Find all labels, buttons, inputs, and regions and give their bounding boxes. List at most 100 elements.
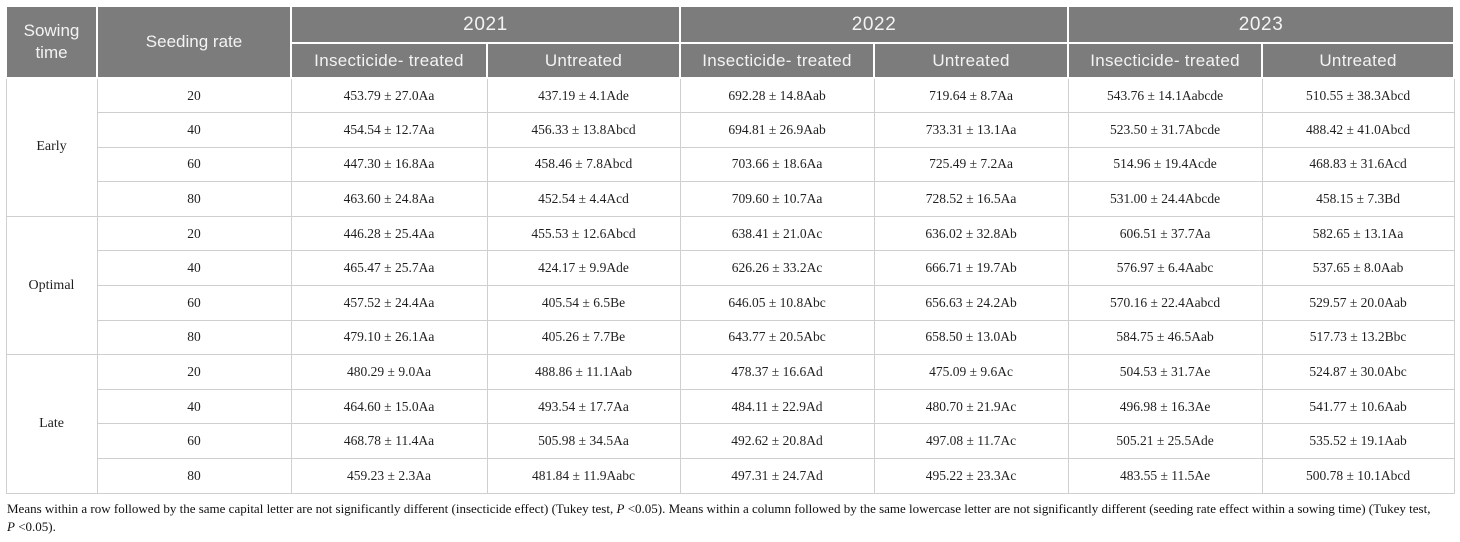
value-cell: 475.09 ± 9.6Ac <box>873 354 1069 390</box>
value-cell: 468.83 ± 31.6Acd <box>1261 146 1455 183</box>
header-year-2022: 2022 <box>679 5 1070 44</box>
seeding-rate-cell: 60 <box>96 285 292 321</box>
value-cell: 457.52 ± 24.4Aa <box>290 285 488 321</box>
value-cell: 666.71 ± 19.7Ab <box>873 250 1069 287</box>
value-cell: 484.11 ± 22.9Ad <box>679 388 875 425</box>
header-treated-2023: Insecticide- treated <box>1067 42 1264 79</box>
value-cell: 478.37 ± 16.6Ad <box>679 354 875 390</box>
header-treated-2022: Insecticide- treated <box>679 42 876 79</box>
seeding-rate-cell: 20 <box>96 77 292 114</box>
value-cell: 728.52 ± 16.5Aa <box>873 181 1069 217</box>
value-cell: 463.60 ± 24.8Aa <box>290 181 488 217</box>
seeding-rate-cell: 40 <box>96 112 292 148</box>
value-cell: 456.33 ± 13.8Abcd <box>486 112 681 148</box>
table-row: 80 459.23 ± 2.3Aa 481.84 ± 11.9Aabc 497.31 … <box>6 458 1455 494</box>
value-cell: 658.50 ± 13.0Ab <box>873 319 1069 356</box>
value-cell: 453.79 ± 27.0Aa <box>290 77 488 114</box>
value-cell: 524.87 ± 30.0Abc <box>1261 354 1455 390</box>
header-treated-2021: Insecticide- treated <box>290 42 488 79</box>
value-cell: 500.78 ± 10.1Abcd <box>1261 458 1455 494</box>
value-cell: 424.17 ± 9.9Ade <box>486 250 681 287</box>
value-cell: 576.97 ± 6.4Aabc <box>1067 250 1263 287</box>
value-cell: 459.23 ± 2.3Aa <box>290 458 488 494</box>
header-year-2021: 2021 <box>289 5 682 44</box>
value-cell: 492.62 ± 20.8Ad <box>679 423 875 460</box>
value-cell: 582.65 ± 13.1Aa <box>1261 215 1455 252</box>
value-cell: 531.00 ± 24.4Abcde <box>1067 181 1263 217</box>
table-footnote: Means within a row followed by the same … <box>7 500 1451 538</box>
value-cell: 496.98 ± 16.3Ae <box>1067 388 1263 425</box>
value-cell: 643.77 ± 20.5Abc <box>679 319 875 356</box>
value-cell: 458.15 ± 7.3Bd <box>1261 181 1455 217</box>
value-cell: 692.28 ± 14.8Aab <box>679 77 875 114</box>
value-cell: 510.55 ± 38.3Abcd <box>1261 77 1455 114</box>
table-row: 80 479.10 ± 26.1Aa 405.26 ± 7.7Be 643.77 ± … <box>6 319 1455 356</box>
value-cell: 483.55 ± 11.5Ae <box>1067 458 1263 494</box>
table-body: Early 20 453.79 ± 27.0Aa 437.19 ± 4.1Ade 692… <box>5 77 1455 494</box>
value-cell: 703.66 ± 18.6Aa <box>679 146 875 183</box>
value-cell: 465.47 ± 25.7Aa <box>290 250 488 287</box>
value-cell: 541.77 ± 10.6Aab <box>1261 388 1455 425</box>
seeding-rate-cell: 60 <box>96 423 292 460</box>
seeding-rate-cell: 20 <box>96 354 292 390</box>
value-cell: 505.21 ± 25.5Ade <box>1067 423 1263 460</box>
value-cell: 535.52 ± 19.1Aab <box>1261 423 1455 460</box>
table-row: Optimal 20 446.28 ± 25.4Aa 455.53 ± 12.6Abc… <box>5 215 1455 356</box>
value-cell: 626.26 ± 33.2Ac <box>679 250 875 287</box>
value-cell: 497.08 ± 11.7Ac <box>873 423 1069 460</box>
value-cell: 514.96 ± 19.4Acde <box>1067 146 1263 183</box>
value-cell: 719.64 ± 8.7Aa <box>873 77 1069 114</box>
value-cell: 405.54 ± 6.5Be <box>486 285 681 321</box>
value-cell: 447.30 ± 16.8Aa <box>290 146 488 183</box>
value-cell: 636.02 ± 32.8Ab <box>873 215 1069 252</box>
seeding-rate-cell: 40 <box>96 388 292 425</box>
footnote-text-1: Means within a row followed by the same … <box>7 500 617 516</box>
value-cell: 493.54 ± 17.7Aa <box>486 388 681 425</box>
sowing-time-group-label: Optimal <box>5 215 98 356</box>
value-cell: 495.22 ± 23.3Ac <box>873 458 1069 494</box>
table-row: 60 468.78 ± 11.4Aa 505.98 ± 34.5Aa 492.62 ±… <box>6 423 1455 460</box>
value-cell: 437.19 ± 4.1Ade <box>486 77 681 114</box>
seeding-rate-cell: 60 <box>96 146 292 183</box>
value-cell: 497.31 ± 24.7Ad <box>679 458 875 494</box>
table-row: 60 457.52 ± 24.4Aa 405.54 ± 6.5Be 646.05 ± … <box>6 285 1455 321</box>
value-cell: 537.65 ± 8.0Aab <box>1261 250 1455 287</box>
value-cell: 504.53 ± 31.7Ae <box>1067 354 1263 390</box>
header-seeding-rate: Seeding rate <box>96 5 292 79</box>
header-sowing-time: Sowing time <box>5 5 98 79</box>
header-untreated-2022: Untreated <box>873 42 1070 79</box>
table-row: 40 464.60 ± 15.0Aa 493.54 ± 17.7Aa 484.11 ±… <box>6 388 1455 425</box>
footnote-text-2: <0.05). Means within a column followed b… <box>624 500 1431 516</box>
value-cell: 488.86 ± 11.1Aab <box>486 354 681 390</box>
value-cell: 733.31 ± 13.1Aa <box>873 112 1069 148</box>
value-cell: 656.63 ± 24.2Ab <box>873 285 1069 321</box>
table-row: 40 465.47 ± 25.7Aa 424.17 ± 9.9Ade 626.26 ±… <box>6 250 1455 287</box>
header-untreated-2021: Untreated <box>485 42 682 79</box>
value-cell: 455.53 ± 12.6Abcd <box>486 215 681 252</box>
value-cell: 694.81 ± 26.9Aab <box>679 112 875 148</box>
value-cell: 446.28 ± 25.4Aa <box>290 215 488 252</box>
value-cell: 464.60 ± 15.0Aa <box>290 388 488 425</box>
seeding-rate-cell: 80 <box>96 319 292 356</box>
table-row: 80 463.60 ± 24.8Aa 452.54 ± 4.4Acd 709.60 ±… <box>6 181 1455 217</box>
table-header: Sowing time Seeding rate 2021 2022 2023 … <box>5 5 1456 79</box>
value-cell: 638.41 ± 21.0Ac <box>679 215 875 252</box>
footnote-p-symbol: P <box>7 519 15 535</box>
value-cell: 543.76 ± 14.1Aabcde <box>1067 77 1263 114</box>
sowing-time-group-label: Early <box>5 77 98 217</box>
seeding-rate-cell: 80 <box>96 181 292 217</box>
value-cell: 529.57 ± 20.0Aab <box>1261 285 1455 321</box>
value-cell: 709.60 ± 10.7Aa <box>679 181 875 217</box>
value-cell: 479.10 ± 26.1Aa <box>290 319 488 356</box>
seeding-rate-cell: 80 <box>96 458 292 494</box>
value-cell: 454.54 ± 12.7Aa <box>290 112 488 148</box>
table-row: 60 447.30 ± 16.8Aa 458.46 ± 7.8Abcd 703.66 … <box>6 146 1455 183</box>
seeding-rate-cell: 40 <box>96 250 292 287</box>
value-cell: 584.75 ± 46.5Aab <box>1067 319 1263 356</box>
value-cell: 523.50 ± 31.7Abcde <box>1067 112 1263 148</box>
value-cell: 646.05 ± 10.8Abc <box>679 285 875 321</box>
footnote-text-3: <0.05). <box>14 519 56 535</box>
table-row: 40 454.54 ± 12.7Aa 456.33 ± 13.8Abcd 694.81… <box>6 112 1455 148</box>
header-year-2023: 2023 <box>1067 5 1456 44</box>
